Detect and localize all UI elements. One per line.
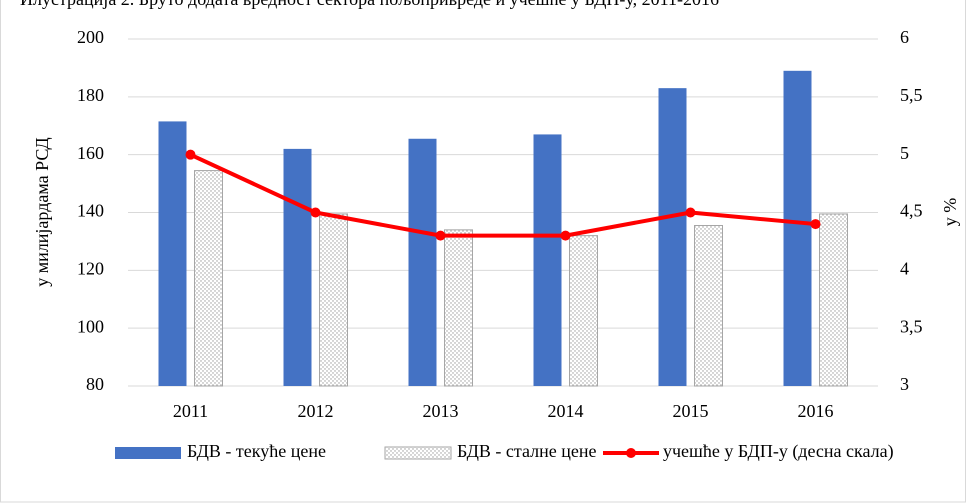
y2-tick-label: 4 [900,258,909,278]
legend-swatch [115,447,181,459]
legend-label: БДВ - сталне цене [457,441,597,461]
line-marker [185,149,196,160]
y-tick-label: 160 [77,143,104,163]
y-axis-title: у милијардама РСД [32,137,52,286]
y-tick-label: 140 [77,201,104,221]
bar [694,225,723,387]
bar [158,121,187,386]
y2-tick-label: 3 [900,374,909,394]
y-tick-label: 180 [77,85,104,105]
y2-tick-label: 6 [900,27,909,47]
x-tick-label: 2014 [548,401,584,421]
y2-tick-label: 5 [900,143,909,163]
y-tick-label: 120 [77,258,104,278]
bar [283,148,312,386]
x-tick-label: 2012 [298,401,334,421]
bar [533,134,562,386]
bar [658,88,687,387]
line-marker [810,219,821,230]
x-tick-label: 2015 [673,401,709,421]
y2-tick-label: 4,5 [900,201,923,221]
line-marker [685,207,696,218]
legend-swatch [384,446,452,460]
bar [319,213,348,387]
y-tick-label: 100 [77,316,104,336]
line [189,152,816,238]
legend-label: учешће у БДП-у (десна скала) [663,441,894,462]
line-marker [560,230,571,241]
bar [783,70,812,386]
bar [408,138,437,386]
bar [194,170,223,387]
x-tick-label: 2016 [798,401,834,421]
legend-marker [626,448,636,458]
y2-axis-title: у % [940,198,960,227]
bar [569,235,598,387]
y-tick-label: 80 [86,374,104,394]
x-tick-label: 2013 [423,401,459,421]
bar [444,229,473,387]
y-tick-label: 200 [77,27,104,47]
x-tick-label: 2011 [173,401,208,421]
bar [819,213,848,387]
line-marker [310,207,321,218]
y2-tick-label: 5,5 [900,85,923,105]
line-marker [435,230,446,241]
y2-tick-label: 3,5 [900,316,923,336]
chart-title: Илустрација 2. Бруто додата вредност сек… [20,0,719,9]
legend-label: БДВ - текуће цене [187,441,326,461]
